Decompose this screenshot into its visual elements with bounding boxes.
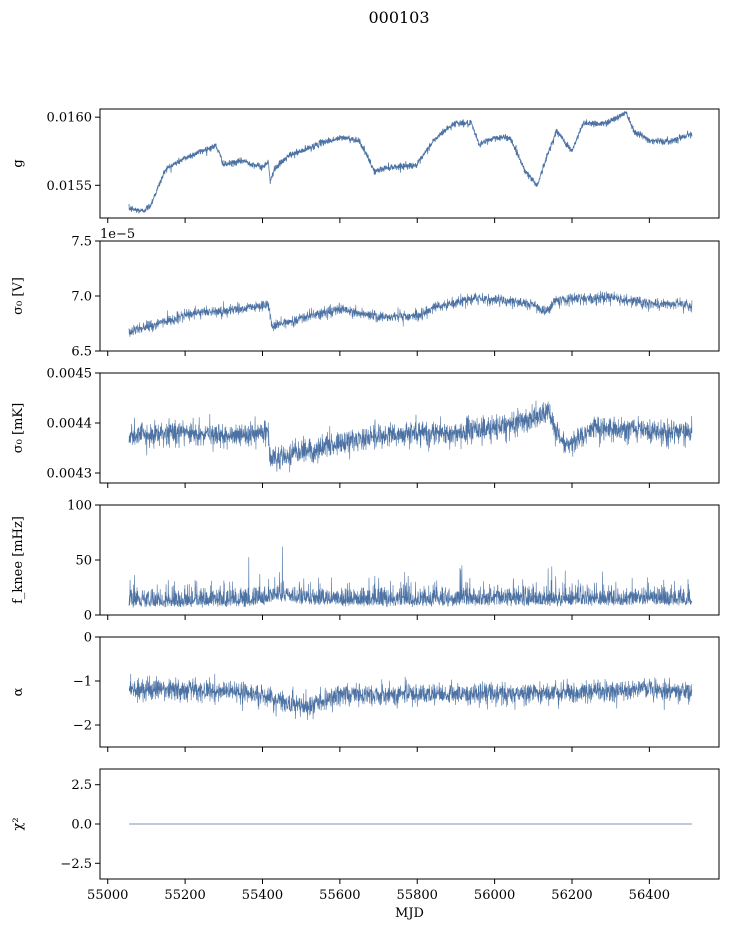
ylabel-fknee: f_knee [mHz] (11, 516, 26, 604)
ytick-label-alpha-0: −2 (73, 719, 92, 734)
ytick-label-chi2-0: −2.5 (60, 857, 92, 872)
panel-sigma_mk: 0.0043 0.0044 0.0045 σ₀ [mK] (11, 367, 720, 488)
ylabel-sigma_v: σ₀ [V] (11, 277, 26, 315)
panel-g: 0.0155 0.0160 g (11, 108, 720, 223)
axes-frame-sigma_v (99, 240, 720, 352)
series-line-g (128, 111, 693, 214)
xtick-label-7: 56400 (629, 888, 670, 903)
axes-frame-alpha (99, 636, 720, 748)
ytick-label-fknee-2: 100 (67, 499, 92, 514)
panel-chi2: −2.5 0.0 2.5 55000 55200 55400 55600 55800 56000… (11, 768, 720, 921)
series-line-sigma_v (128, 290, 693, 337)
ytick-label-chi2-1: 0.0 (71, 818, 92, 833)
xtick-label-3: 55600 (319, 888, 360, 903)
ylabel-alpha: α (11, 687, 26, 696)
panel-fknee: 0 50 100 f_knee [mHz] (11, 499, 720, 624)
figure-title: 000103 (368, 8, 429, 27)
xtick-label-5: 56000 (474, 888, 515, 903)
ytick-label-sigma_v-1: 7.0 (71, 290, 92, 305)
ylabel-sigma_mk: σ₀ [mK] (11, 403, 26, 453)
ytick-label-sigma_v-2: 7.5 (71, 235, 92, 250)
axes-frame-sigma_mk (99, 372, 720, 484)
series-line-alpha (128, 673, 693, 721)
ytick-label-alpha-1: −1 (73, 675, 92, 690)
ylabel-chi2: χ² (11, 817, 26, 830)
ytick-label-sigma_mk-1: 0.0044 (47, 417, 93, 432)
offset-text-sigma_v: 1e−5 (100, 227, 135, 242)
ytick-label-sigma_v-0: 6.5 (71, 345, 92, 360)
ytick-label-fknee-1: 50 (75, 554, 92, 569)
ytick-label-alpha-2: 0 (84, 631, 92, 646)
xtick-label-4: 55800 (397, 888, 438, 903)
ytick-label-sigma_mk-2: 0.0045 (47, 367, 93, 382)
panel-sigma_v: 6.5 7.0 7.5 σ₀ [V] 1e−5 (11, 227, 720, 360)
ytick-label-g-0: 0.0155 (47, 179, 93, 194)
series-line-fknee (128, 546, 693, 608)
xlabel: MJD (395, 906, 424, 921)
series-line-sigma_mk (128, 400, 693, 473)
panel-alpha: −2 −1 0 α (11, 631, 720, 752)
axes-frame-g (99, 108, 720, 219)
xtick-label-0: 55000 (87, 888, 128, 903)
ytick-label-chi2-2: 2.5 (71, 778, 92, 793)
ytick-label-g-1: 0.0160 (47, 111, 93, 126)
ylabel-g: g (11, 159, 26, 167)
xtick-label-6: 56200 (551, 888, 592, 903)
ytick-label-sigma_mk-0: 0.0043 (47, 467, 93, 482)
xtick-label-2: 55400 (242, 888, 283, 903)
xtick-label-1: 55200 (164, 888, 205, 903)
ytick-label-fknee-0: 0 (84, 609, 92, 624)
